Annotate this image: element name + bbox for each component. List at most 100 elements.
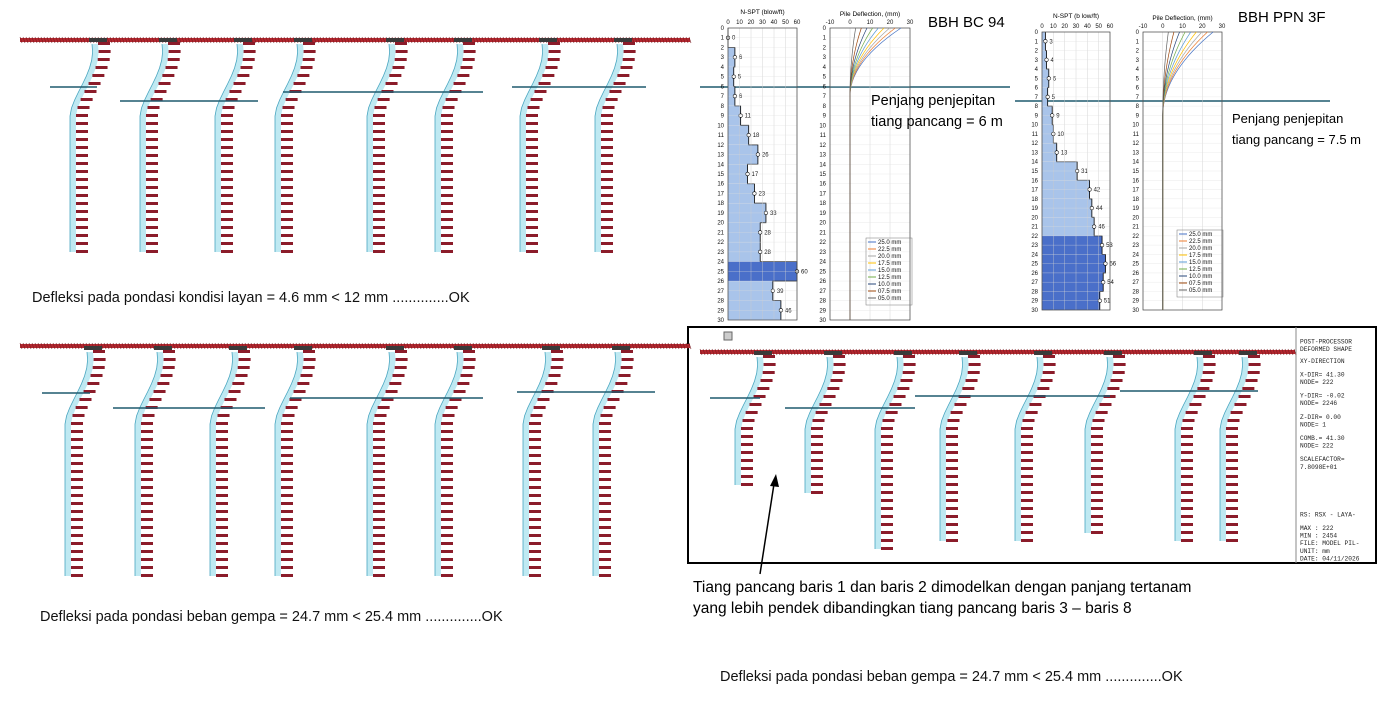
beam-hatch	[1272, 348, 1276, 356]
node-label	[441, 510, 453, 513]
node-label	[281, 510, 293, 513]
beam-hatch	[511, 342, 515, 350]
node-label	[882, 419, 895, 422]
beam-hatch	[229, 36, 233, 44]
beam-hatch	[1092, 348, 1096, 356]
beam-hatch	[583, 342, 587, 350]
nspt-value: 3	[1049, 39, 1053, 45]
node-label	[946, 507, 958, 510]
beam-hatch	[256, 342, 260, 350]
beam-hatch	[1014, 348, 1018, 356]
panel-text: UNIT: mm	[1300, 548, 1330, 555]
beam-hatch	[1164, 348, 1168, 356]
legend-label: 12.5 mm	[1189, 267, 1212, 273]
top-label	[386, 38, 404, 42]
beam-hatch	[478, 36, 482, 44]
nspt-value: 46	[785, 308, 792, 314]
beam-hatch	[205, 36, 209, 44]
y-tick-label: 25	[1031, 262, 1038, 268]
beam-hatch	[373, 36, 377, 44]
beam-hatch	[702, 348, 706, 356]
beam-hatch	[370, 36, 374, 44]
node-label	[529, 470, 541, 473]
node-label	[623, 50, 636, 53]
node-label	[613, 82, 626, 85]
node-label	[71, 454, 83, 457]
node-label	[550, 366, 563, 369]
beam-hatch	[112, 36, 116, 44]
beam-hatch	[79, 342, 83, 350]
plot-frame	[829, 27, 911, 321]
node-label	[1043, 363, 1056, 366]
nspt-value: 18	[753, 133, 760, 139]
node-label	[602, 106, 615, 109]
node-label	[141, 510, 153, 513]
node-label	[1226, 531, 1238, 534]
node-label	[1227, 419, 1240, 422]
beam-hatch	[843, 348, 847, 356]
node-label	[819, 403, 832, 406]
beam-hatch	[1215, 348, 1219, 356]
nspt-value: 28	[764, 230, 771, 236]
beam-hatch	[208, 36, 212, 44]
node-label	[1182, 419, 1195, 422]
beam-hatch	[514, 36, 518, 44]
beam-hatch	[1128, 348, 1132, 356]
beam-hatch	[720, 348, 724, 356]
beam-hatch	[439, 342, 443, 350]
beam-hatch	[340, 36, 344, 44]
node-label	[449, 398, 462, 401]
beam-hatch	[448, 342, 452, 350]
node-label	[141, 502, 153, 505]
legend-label: 05.0 mm	[878, 296, 901, 302]
y-tick-label: 23	[1031, 243, 1038, 249]
node-label	[281, 122, 293, 125]
beam-hatch	[289, 36, 293, 44]
node-label	[281, 210, 293, 213]
beam-hatch	[708, 348, 712, 356]
node-label	[237, 366, 250, 369]
node-label	[373, 210, 385, 213]
beam-hatch	[936, 348, 940, 356]
beam-hatch	[151, 342, 155, 350]
node-label	[601, 138, 613, 141]
node-label	[281, 170, 293, 173]
node-label	[599, 534, 611, 537]
node-label	[373, 486, 385, 489]
node-label	[1226, 427, 1238, 430]
node-label	[395, 50, 408, 53]
node-label	[599, 566, 611, 569]
pile-edge	[594, 43, 619, 252]
beam-hatch	[370, 342, 374, 350]
beam-hatch	[28, 342, 32, 350]
beam-hatch	[1059, 348, 1063, 356]
node-label	[441, 242, 453, 245]
node-label	[832, 371, 845, 374]
pile-edge	[874, 356, 899, 549]
node-label	[741, 451, 753, 454]
beam-hatch	[1218, 348, 1222, 356]
node-label	[599, 558, 611, 561]
node-label	[815, 411, 828, 414]
beam-hatch	[1029, 348, 1033, 356]
y-tick-label: 25	[717, 269, 724, 275]
node-label	[373, 226, 385, 229]
top-label	[824, 351, 842, 355]
beam-hatch	[1257, 348, 1261, 356]
beam-hatch	[436, 36, 440, 44]
beam-hatch	[130, 342, 134, 350]
y-tick-label: 13	[819, 153, 826, 159]
beam-hatch	[640, 36, 644, 44]
node-label	[303, 358, 316, 361]
node-label	[221, 202, 233, 205]
node-label	[289, 398, 302, 401]
node-label	[147, 106, 160, 109]
fixity-label: tiang pancang = 7.5 m	[1232, 132, 1361, 147]
top-label	[294, 346, 312, 350]
node-label	[76, 202, 88, 205]
beam-hatch	[634, 36, 638, 44]
beam-hatch	[250, 342, 254, 350]
node-label	[76, 178, 88, 181]
node-label	[441, 430, 453, 433]
pile-edge	[434, 43, 459, 252]
